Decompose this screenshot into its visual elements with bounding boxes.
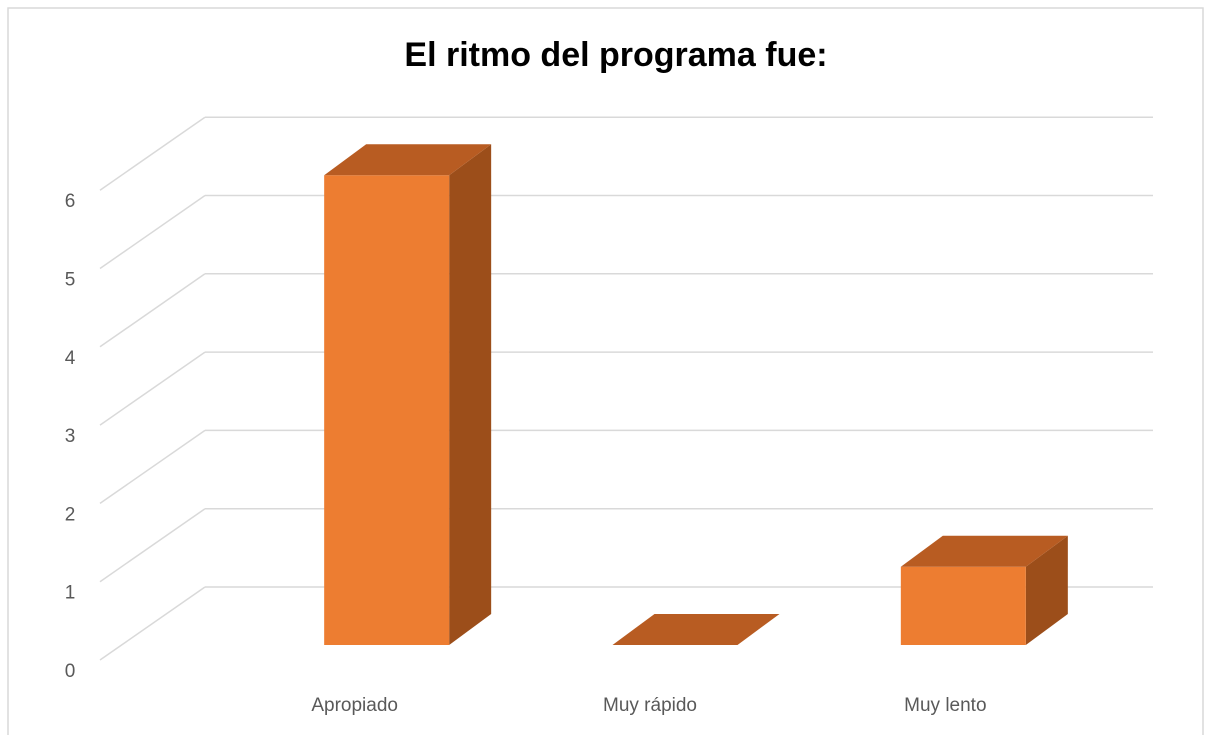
y-tick-label: 3 xyxy=(65,426,76,447)
bar xyxy=(900,535,1068,645)
chart-title: El ritmo del programa fue: xyxy=(404,36,827,74)
x-tick-label: Muy rápido xyxy=(603,695,697,716)
x-tick-label: Muy lento xyxy=(904,695,986,716)
bar-front xyxy=(324,175,450,645)
y-tick-label: 1 xyxy=(65,583,76,604)
grid-line xyxy=(99,116,206,191)
bar-top xyxy=(900,535,1068,567)
bar xyxy=(612,614,780,645)
grid-line xyxy=(99,508,206,583)
grid-line xyxy=(99,194,206,270)
bar-front xyxy=(900,566,1026,645)
bar xyxy=(324,144,492,645)
y-tick-label: 2 xyxy=(65,504,76,525)
y-tick-label: 4 xyxy=(65,348,76,369)
grid-line xyxy=(99,429,206,505)
x-tick-label: Apropiado xyxy=(311,695,398,716)
bar-top xyxy=(612,614,780,645)
y-tick-label: 6 xyxy=(65,191,76,212)
grid-line xyxy=(99,351,206,426)
bar-side xyxy=(1025,535,1068,645)
y-tick-label: 5 xyxy=(65,270,76,291)
bar-top xyxy=(324,144,492,176)
y-tick-label: 0 xyxy=(65,661,76,682)
grid-line xyxy=(99,586,206,661)
grid-line xyxy=(99,273,206,348)
bar-side xyxy=(449,144,492,645)
